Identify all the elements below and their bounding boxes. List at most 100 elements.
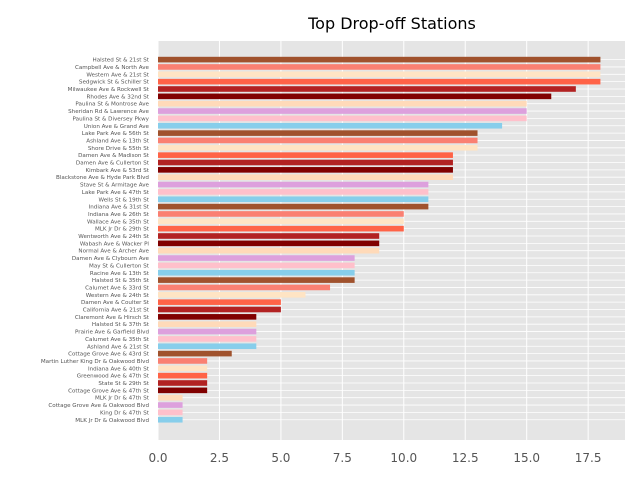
bar — [158, 64, 601, 70]
y-tick-label: Indiana Ave & 31st St — [89, 205, 150, 211]
bar — [158, 167, 453, 173]
y-tick-label: Blackstone Ave & Hyde Park Blvd — [56, 175, 149, 181]
bar — [158, 350, 232, 357]
y-tick-label: Ashland Ave & 21st St — [87, 344, 150, 350]
bar — [158, 196, 429, 203]
y-tick-label: May St & Cullerton St — [89, 263, 150, 269]
bar — [158, 402, 183, 408]
bar — [158, 115, 527, 122]
bar — [158, 306, 281, 313]
y-tick-label: Kimbark Ave & 53rd St — [85, 168, 149, 174]
x-tick-label: 2.5 — [210, 451, 229, 465]
x-tick-label: 7.5 — [333, 451, 352, 465]
y-tick-label: Indiana Ave & 26th St — [88, 212, 150, 218]
bar — [158, 255, 355, 261]
bar — [158, 284, 331, 291]
y-tick-label: Wabash Ave & Wacker Pl — [80, 241, 150, 247]
y-tick-label: Cottage Grove Ave & 43rd St — [68, 352, 150, 358]
y-tick-label: Milwaukee Ave & Rockwell St — [68, 87, 150, 93]
y-tick-label: Greenwood Ave & 47th St — [77, 374, 150, 380]
y-tick-label: Rhodes Ave & 32nd St — [87, 94, 150, 100]
x-tick-label: 0.0 — [148, 451, 167, 465]
y-tick-label: Claremont Ave & Hirsch St — [75, 315, 150, 321]
y-tick-label: Damen Ave & Cullerton St — [76, 161, 150, 167]
y-tick-label: Shore Drive & 55th St — [88, 146, 150, 152]
y-tick-label: MLK Jr Dr & 29th St — [95, 227, 150, 233]
bar — [158, 71, 601, 78]
bar — [158, 292, 306, 298]
y-tick-label: Normal Ave & Archer Ave — [78, 249, 149, 255]
x-tick-labels: 0.0 2.5 5.0 7.5 10.0 12.5 15.0 17.5 — [148, 451, 601, 465]
chart-title: Top Drop-off Stations — [307, 14, 476, 33]
bar — [158, 387, 208, 394]
y-tick-label: Indiana Ave & 40th St — [88, 366, 150, 372]
y-tick-label: Lake Park Ave & 47th St — [82, 190, 150, 196]
y-tick-label: Union Ave & Grand Ave — [84, 124, 150, 130]
y-tick-label: Sheridan Rd & Lawrence Ave — [68, 109, 149, 115]
bar — [158, 181, 429, 188]
bar — [158, 269, 355, 276]
x-tick-label: 12.5 — [452, 451, 479, 465]
bar — [158, 145, 478, 151]
bar — [158, 56, 601, 63]
y-tick-label: Wallace Ave & 35th St — [87, 219, 150, 225]
y-tick-label: California Ave & 21st St — [83, 308, 150, 314]
bar — [158, 130, 478, 136]
y-tick-label: Halsted St & 37th St — [92, 322, 150, 328]
bar — [158, 365, 208, 372]
bar — [158, 314, 257, 320]
bar — [158, 100, 527, 107]
y-tick-label: Prairie Ave & Garfield Blvd — [75, 330, 149, 336]
bar — [158, 108, 527, 114]
y-tick-label: Damen Ave & Clybourn Ave — [72, 256, 150, 262]
bar — [158, 152, 453, 158]
y-tick-label: Calumet Ave & 33rd St — [85, 285, 150, 291]
y-tick-label: King Dr & 47th St — [100, 410, 150, 416]
y-tick-label: MLK Jr Dr & Oakwood Blvd — [75, 418, 149, 424]
bar — [158, 233, 380, 239]
bar — [158, 137, 478, 144]
y-tick-label: Halsted St & 35th St — [92, 278, 150, 284]
x-tick-label: 10.0 — [390, 451, 417, 465]
y-tick-label: Lake Park Ave & 56th St — [82, 131, 150, 137]
bar — [158, 203, 429, 210]
bars — [158, 56, 601, 423]
y-tick-label: MLK Jr Dr & 47th St — [95, 396, 150, 402]
x-tick-label: 15.0 — [513, 451, 540, 465]
x-tick-label: 5.0 — [271, 451, 290, 465]
y-tick-label: Racine Ave & 13th St — [90, 271, 150, 277]
bar — [158, 372, 208, 379]
x-tick-label: 17.5 — [575, 451, 602, 465]
bar — [158, 78, 601, 85]
bar — [158, 328, 257, 335]
y-tick-label: Wentworth Ave & 24th St — [78, 234, 150, 240]
bar — [158, 321, 257, 327]
bar — [158, 409, 183, 416]
bar — [158, 299, 281, 305]
bar — [158, 277, 355, 283]
y-tick-label: Western Ave & 21st St — [86, 72, 149, 78]
y-tick-label: Damen Ave & Madison St — [78, 153, 150, 159]
y-tick-label: State St & 29th St — [98, 381, 149, 387]
bar — [158, 240, 380, 247]
y-tick-label: Wells St & 19th St — [99, 197, 150, 203]
y-tick-label: Martin Luther King Dr & Oakwood Blvd — [41, 359, 150, 365]
y-tick-label: Calumet Ave & 35th St — [85, 337, 150, 343]
y-tick-label: Paulina St & Montrose Ave — [75, 102, 149, 108]
bar — [158, 159, 453, 166]
y-tick-label: Ashland Ave & 13th St — [86, 138, 149, 144]
bar — [158, 211, 404, 217]
bar — [158, 336, 257, 342]
plot-background — [158, 41, 625, 440]
bar — [158, 343, 257, 350]
bar — [158, 93, 552, 100]
y-tick-label: Campbell Ave & North Ave — [75, 65, 150, 71]
y-tick-label: Sedgwick St & Schiller St — [79, 80, 150, 86]
y-tick-label: Stave St & Armitage Ave — [80, 183, 150, 189]
bar — [158, 189, 429, 195]
y-tick-label: Western Ave & 24th St — [86, 293, 150, 299]
y-tick-label: Halsted St & 21st St — [93, 58, 150, 64]
bar — [158, 380, 208, 386]
